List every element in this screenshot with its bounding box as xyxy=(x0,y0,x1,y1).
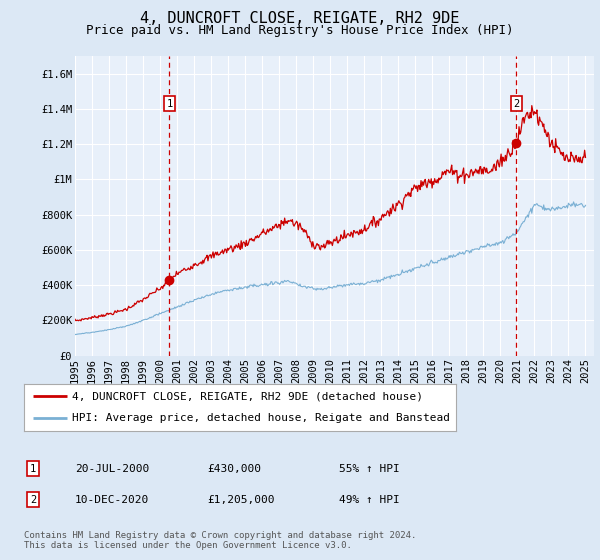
Text: 1: 1 xyxy=(166,99,173,109)
Text: £1,205,000: £1,205,000 xyxy=(207,494,275,505)
Text: HPI: Average price, detached house, Reigate and Banstead: HPI: Average price, detached house, Reig… xyxy=(71,413,449,423)
Text: 1: 1 xyxy=(30,464,36,474)
Text: 10-DEC-2020: 10-DEC-2020 xyxy=(75,494,149,505)
Text: 4, DUNCROFT CLOSE, REIGATE, RH2 9DE (detached house): 4, DUNCROFT CLOSE, REIGATE, RH2 9DE (det… xyxy=(71,391,422,402)
Text: Price paid vs. HM Land Registry's House Price Index (HPI): Price paid vs. HM Land Registry's House … xyxy=(86,24,514,36)
Text: 49% ↑ HPI: 49% ↑ HPI xyxy=(339,494,400,505)
Text: 2: 2 xyxy=(30,494,36,505)
Text: Contains HM Land Registry data © Crown copyright and database right 2024.
This d: Contains HM Land Registry data © Crown c… xyxy=(24,531,416,550)
Text: £430,000: £430,000 xyxy=(207,464,261,474)
Text: 4, DUNCROFT CLOSE, REIGATE, RH2 9DE: 4, DUNCROFT CLOSE, REIGATE, RH2 9DE xyxy=(140,11,460,26)
Text: 55% ↑ HPI: 55% ↑ HPI xyxy=(339,464,400,474)
Text: 20-JUL-2000: 20-JUL-2000 xyxy=(75,464,149,474)
Text: 2: 2 xyxy=(513,99,520,109)
